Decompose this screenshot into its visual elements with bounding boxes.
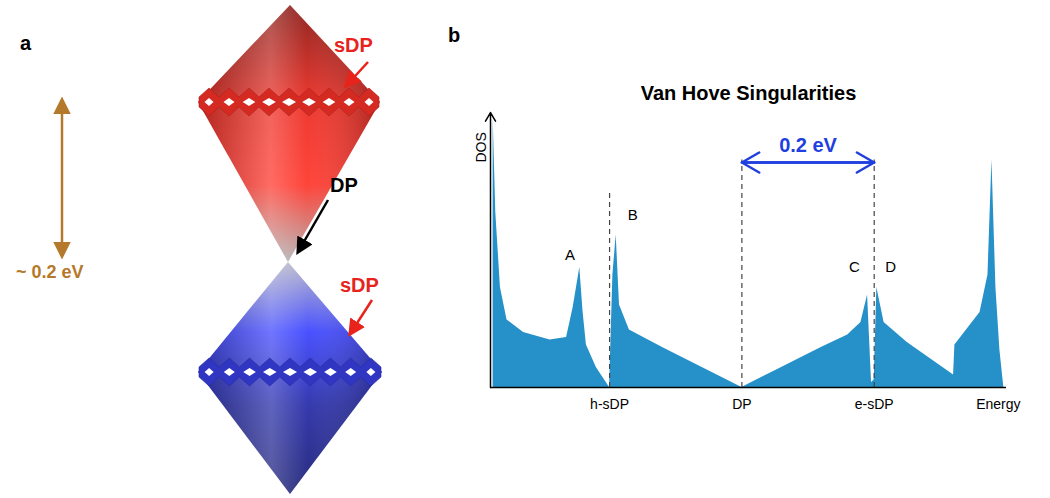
svg-text:e-sDP: e-sDP	[855, 396, 894, 412]
svg-text:DP: DP	[732, 396, 751, 412]
svg-text:sDP: sDP	[334, 34, 373, 56]
svg-text:A: A	[565, 246, 575, 263]
svg-text:Van Hove Singularities: Van Hove Singularities	[641, 82, 857, 104]
html-text:b: b	[448, 24, 461, 46]
svg-text:D: D	[885, 258, 896, 275]
svg-text:Energy: Energy	[976, 396, 1020, 412]
svg-text:C: C	[849, 258, 860, 275]
svg-text:0.2 eV: 0.2 eV	[779, 134, 837, 156]
svg-text:sDP: sDP	[340, 274, 379, 296]
svg-text:B: B	[628, 206, 638, 223]
svg-text:DP: DP	[330, 174, 358, 196]
svg-text:~ 0.2 eV: ~ 0.2 eV	[16, 262, 84, 282]
svg-text:h-sDP: h-sDP	[590, 396, 629, 412]
svg-text:DOS: DOS	[473, 132, 489, 162]
svg-text:a: a	[20, 32, 32, 54]
